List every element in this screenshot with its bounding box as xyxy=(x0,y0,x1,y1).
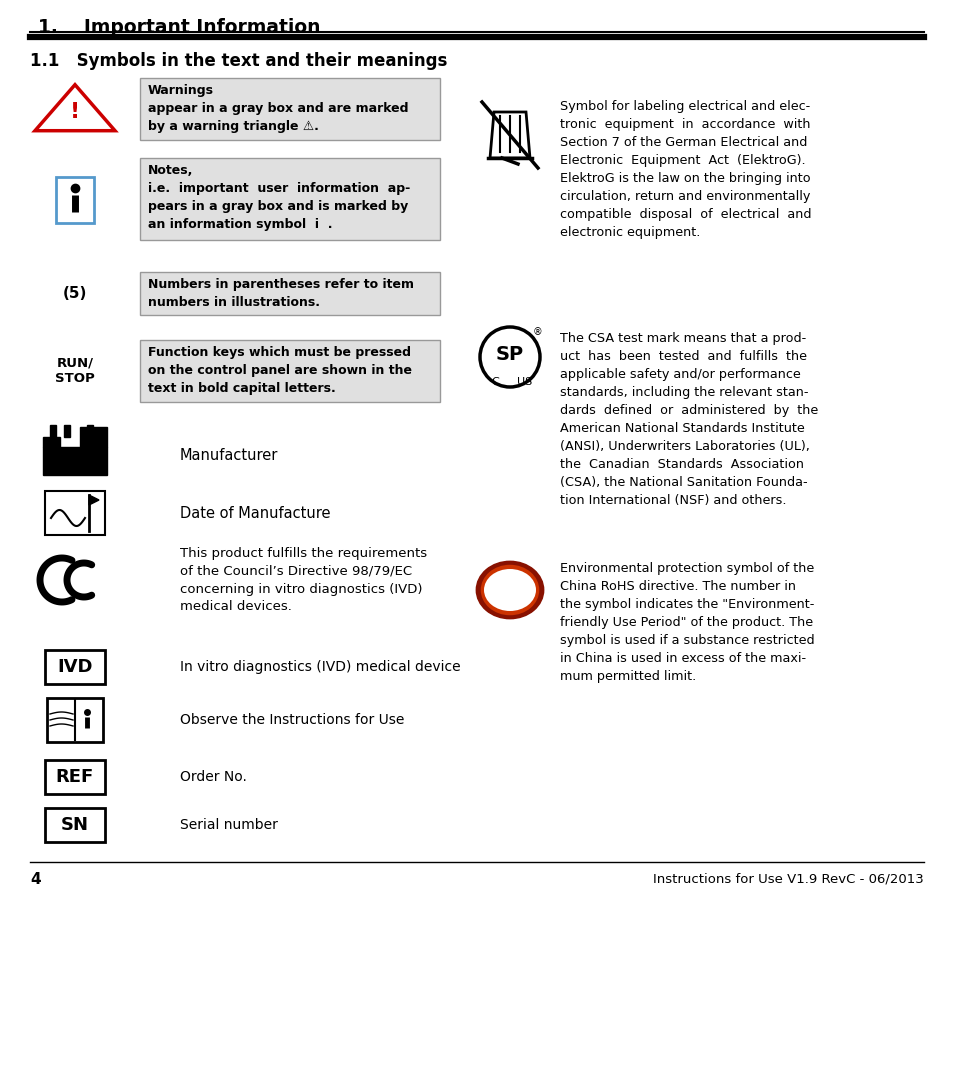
Text: IVD: IVD xyxy=(57,658,92,676)
FancyBboxPatch shape xyxy=(140,340,439,402)
Text: Manufacturer: Manufacturer xyxy=(180,447,278,462)
Text: Date of Manufacture: Date of Manufacture xyxy=(180,505,330,521)
Polygon shape xyxy=(35,84,115,131)
FancyBboxPatch shape xyxy=(87,426,92,437)
Text: Symbol for labeling electrical and elec-
tronic  equipment  in  accordance  with: Symbol for labeling electrical and elec-… xyxy=(559,100,811,239)
FancyBboxPatch shape xyxy=(45,491,105,535)
Text: RUN/
STOP: RUN/ STOP xyxy=(55,356,94,386)
Text: REF: REF xyxy=(56,768,94,786)
Text: Instructions for Use V1.9 RevC - 06/2013: Instructions for Use V1.9 RevC - 06/2013 xyxy=(653,872,923,885)
Text: Notes,
i.e.  important  user  information  ap-
pears in a gray box and is marked: Notes, i.e. important user information a… xyxy=(148,164,410,231)
Text: In vitro diagnostics (IVD) medical device: In vitro diagnostics (IVD) medical devic… xyxy=(180,660,460,674)
Text: Observe the Instructions for Use: Observe the Instructions for Use xyxy=(180,713,404,727)
Text: C: C xyxy=(491,377,498,387)
FancyBboxPatch shape xyxy=(140,158,439,240)
FancyBboxPatch shape xyxy=(45,650,105,684)
FancyBboxPatch shape xyxy=(47,698,103,742)
Text: 1.    Important Information: 1. Important Information xyxy=(38,18,320,37)
Polygon shape xyxy=(80,427,107,447)
FancyBboxPatch shape xyxy=(140,272,439,315)
Ellipse shape xyxy=(483,569,536,611)
Text: US: US xyxy=(517,377,532,387)
Text: Order No.: Order No. xyxy=(180,770,247,784)
Text: ®: ® xyxy=(533,327,542,337)
FancyBboxPatch shape xyxy=(56,177,94,222)
Text: 4: 4 xyxy=(30,872,41,887)
Text: 1.1   Symbols in the text and their meanings: 1.1 Symbols in the text and their meanin… xyxy=(30,52,447,70)
FancyBboxPatch shape xyxy=(64,426,70,437)
Text: SP: SP xyxy=(496,345,523,364)
FancyBboxPatch shape xyxy=(45,760,105,794)
Text: The CSA test mark means that a prod-
uct  has  been  tested  and  fulfills  the
: The CSA test mark means that a prod- uct… xyxy=(559,332,818,507)
FancyBboxPatch shape xyxy=(50,426,56,437)
Polygon shape xyxy=(89,495,99,505)
Text: This product fulfills the requirements
of the Council’s Directive 98/79/EC
conce: This product fulfills the requirements o… xyxy=(180,546,427,613)
Text: Warnings
appear in a gray box and are marked
by a warning triangle ⚠.: Warnings appear in a gray box and are ma… xyxy=(148,84,408,133)
Text: 25: 25 xyxy=(494,580,525,600)
Ellipse shape xyxy=(476,562,542,618)
FancyBboxPatch shape xyxy=(43,447,107,475)
Text: Environmental protection symbol of the
China RoHS directive. The number in
the s: Environmental protection symbol of the C… xyxy=(559,562,814,683)
Text: (5): (5) xyxy=(63,286,87,301)
FancyBboxPatch shape xyxy=(45,808,105,842)
FancyBboxPatch shape xyxy=(140,78,439,140)
Text: Serial number: Serial number xyxy=(180,818,277,832)
Text: SN: SN xyxy=(61,816,89,834)
Text: Numbers in parentheses refer to item
numbers in illustrations.: Numbers in parentheses refer to item num… xyxy=(148,278,414,309)
Polygon shape xyxy=(43,437,60,447)
Text: Function keys which must be pressed
on the control panel are shown in the
text i: Function keys which must be pressed on t… xyxy=(148,346,412,395)
Ellipse shape xyxy=(479,564,539,616)
Text: !: ! xyxy=(70,102,80,122)
